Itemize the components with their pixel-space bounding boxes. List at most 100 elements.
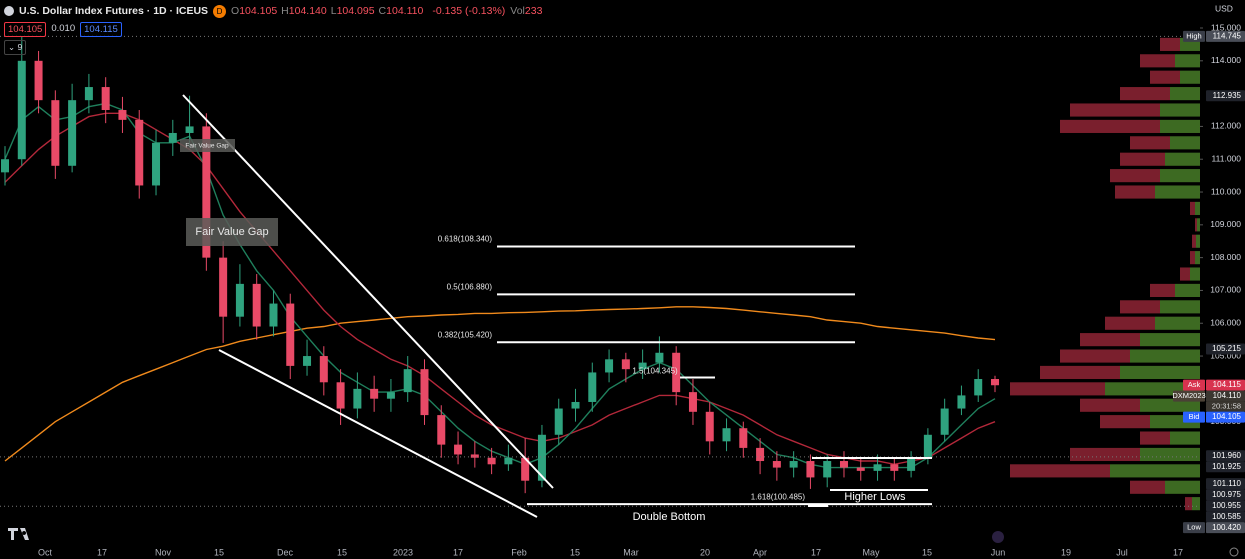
price-label: 114.745 [1213, 31, 1242, 40]
vp-up [1160, 300, 1200, 314]
price-label: 112.935 [1213, 91, 1242, 100]
annotation: Fair Value Gap [185, 143, 229, 150]
price-label-box [1206, 379, 1245, 391]
x-tick-label: 17 [97, 547, 107, 557]
candle-body [252, 283, 261, 327]
moving-average [4, 306, 996, 462]
vp-up [1195, 251, 1200, 265]
candle-body [521, 457, 530, 481]
countdown-box [1206, 401, 1245, 412]
candle-body [420, 369, 429, 416]
settings-icon[interactable] [1229, 547, 1239, 557]
vp-down [1060, 119, 1160, 133]
vp-down [1010, 464, 1110, 478]
symbol-title[interactable]: U.S. Dollar Index Futures · 1D · ICEUS [19, 5, 209, 17]
vp-down [1060, 349, 1130, 363]
price-label: 100.420 [1212, 523, 1241, 532]
x-tick-label: 19 [1061, 547, 1071, 557]
fvg-box [180, 139, 235, 152]
quote-item: 104.105 [239, 5, 278, 17]
price-axis: Oct 17 Nov 15 Dec 15 2023 17 Feb 15 Mar 20 Apr 17 May 1… [38, 22, 1245, 557]
vp-down [1080, 398, 1140, 412]
candle-body [588, 372, 597, 402]
x-tick-label: Apr [753, 547, 767, 557]
change: -0.135 (-0.13%) [432, 5, 506, 17]
icon[interactable] [992, 531, 1004, 543]
fib-label: 1.5(104.345) [632, 367, 678, 376]
bid-button[interactable]: 104.105 [4, 21, 47, 37]
vp-down [1195, 218, 1197, 232]
price-label: 101.110 [1213, 479, 1242, 488]
quote-item: C [378, 5, 387, 17]
price-label-box [1206, 390, 1245, 402]
fvg-box [186, 218, 278, 246]
currency[interactable]: USD [1215, 3, 1233, 13]
price-label: 101.925 [1212, 462, 1241, 471]
vp-down [1120, 152, 1165, 166]
vp-down [1120, 300, 1160, 314]
candle-body [974, 379, 983, 396]
quote-item: 104.140 [288, 5, 327, 17]
y-tick-label: 110.000 [1211, 186, 1241, 196]
indicators-toggle[interactable]: ⌄ 9 [4, 39, 27, 55]
x-tick-label: 2023 [393, 547, 413, 557]
price-label: 101.960 [1212, 451, 1241, 460]
annotation: Double Bottom [633, 511, 706, 523]
symbol-icon [4, 6, 14, 16]
candle-body [655, 352, 664, 363]
candle-body [470, 454, 479, 458]
candle-body [672, 352, 681, 393]
y-tick-label: 115.000 [1211, 22, 1241, 32]
price-tag-box [1183, 379, 1205, 391]
logo [8, 528, 29, 540]
candle-body [705, 411, 714, 442]
candle-body [319, 356, 328, 383]
price-tag: Ask [1188, 380, 1201, 389]
candle-body [34, 60, 43, 101]
candle-body [991, 379, 999, 386]
ask-button[interactable]: 104.115 [80, 21, 122, 37]
candle-body [68, 100, 77, 166]
vp-up [1140, 447, 1200, 462]
vp-down [1140, 431, 1170, 445]
countdown: 20:31:58 [1212, 402, 1241, 411]
quote-item: L [330, 5, 337, 17]
candle-body [554, 408, 563, 435]
x-tick-label: Jun [991, 547, 1006, 557]
candle-body [386, 392, 395, 399]
trend-line [182, 94, 554, 489]
badge: D [213, 4, 227, 18]
candle-body [152, 142, 161, 186]
vp-up [1190, 267, 1200, 281]
quote-item: 104.110 [386, 5, 424, 17]
header-row: U.S. Dollar Index Futures · 1D · ICEUS D… [4, 2, 542, 20]
y-tick-label: 108.000 [1210, 252, 1241, 262]
candle-body [202, 126, 211, 258]
vp-up [1130, 349, 1200, 363]
y-tick-label: 109.000 [1210, 219, 1241, 229]
x-tick-label: 15 [214, 547, 224, 557]
candle-body [923, 434, 932, 458]
vp-up [1160, 103, 1200, 117]
candle-body [571, 401, 580, 409]
quote-item: O [231, 5, 240, 17]
price-tag-box [1183, 522, 1205, 534]
y-tick-label: 114.000 [1211, 55, 1241, 65]
x-tick-label: 15 [337, 547, 347, 557]
candle-body [101, 87, 110, 111]
vp-down [1120, 87, 1170, 101]
price-tag: Bid [1189, 412, 1200, 421]
candle-body [286, 303, 295, 366]
vp-down [1115, 185, 1155, 199]
candle-body [839, 461, 848, 468]
vp-down [1192, 234, 1196, 248]
vp-up [1195, 201, 1200, 215]
annotation: Higher Lows [844, 491, 906, 503]
vp-up [1180, 70, 1200, 84]
trade-row: 104.105 0.010 104.115 [4, 20, 542, 38]
candle-body [437, 415, 446, 445]
vp-down [1040, 365, 1120, 380]
fib-label: 1.618(100.485) [751, 492, 806, 501]
y-tick-label: 107.000 [1210, 285, 1241, 295]
